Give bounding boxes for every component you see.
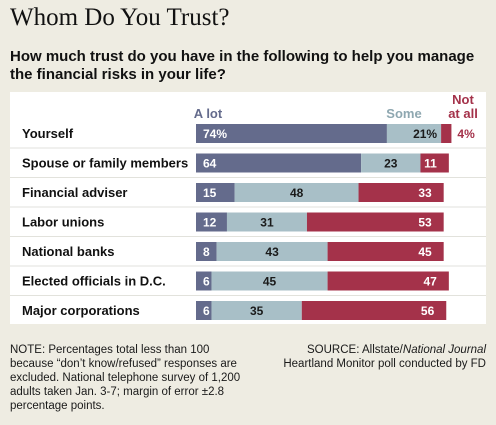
data-label: 74%: [203, 127, 227, 141]
bar-segment-a-lot: [196, 183, 235, 202]
bar-segment-a-lot: [196, 271, 212, 291]
bar-segment-some: [211, 301, 302, 320]
bar-segment-some: [226, 212, 307, 232]
category-label: Labor unions: [22, 215, 104, 230]
bar-segment-a-lot: [196, 301, 212, 320]
bar-segment-some: [211, 271, 328, 291]
bar-segment-a-lot: [196, 124, 387, 143]
legend-some: Some: [386, 106, 421, 121]
data-label: 35: [250, 304, 264, 318]
data-label: 53: [418, 216, 432, 230]
bar-segment-a-lot: [196, 242, 217, 261]
category-label: Yourself: [22, 126, 74, 141]
data-label: 23: [384, 157, 398, 171]
category-label: Major corporations: [22, 303, 140, 318]
stacked-bar-chart: A lot Some Not at all Yourself 74% 21% 4% Sp…: [10, 92, 486, 324]
data-label: 45: [418, 245, 432, 259]
category-label: Elected officials in D.C.: [22, 274, 166, 289]
data-label: 12: [203, 216, 217, 230]
data-label: 15: [203, 186, 217, 200]
bar-segment-some: [216, 242, 328, 261]
source-suffix: Heartland Monitor poll conducted by FD: [283, 358, 486, 370]
chart-subtitle: How much trust do you have in the follow…: [10, 48, 475, 83]
data-label: 4%: [457, 127, 475, 141]
data-label: 45: [263, 275, 277, 289]
data-label: 6: [203, 275, 210, 289]
data-label: 48: [290, 186, 304, 200]
data-label: 31: [260, 216, 274, 230]
source-publication: National Journal: [402, 344, 486, 356]
bar-segment-some: [361, 153, 421, 173]
bar-segment-not-at-all: [441, 124, 452, 143]
bar-segment-a-lot: [196, 153, 362, 173]
bar-segment-not-at-all: [420, 153, 449, 173]
bar-segment-some: [234, 183, 359, 202]
bar-segment-some: [386, 124, 442, 143]
legend-not-at-all-line2: at all: [448, 106, 478, 121]
category-label: Spouse or family members: [22, 156, 188, 171]
bar-segment-a-lot: [196, 212, 227, 232]
data-label: 21%: [413, 127, 437, 141]
data-label: 8: [203, 245, 210, 259]
chart-title: Whom Do You Trust?: [10, 4, 230, 31]
chart-svg: A lot Some Not at all Yourself 74% 21% 4% Sp…: [10, 92, 486, 320]
data-label: 56: [421, 304, 435, 318]
data-label: 33: [418, 186, 432, 200]
data-label: 64: [203, 157, 217, 171]
data-label: 47: [423, 275, 437, 289]
bar-segment-not-at-all: [306, 212, 444, 232]
footnote: NOTE: Percentages total less than 100 be…: [10, 344, 241, 412]
source-prefix: SOURCE: Allstate/: [307, 344, 403, 356]
source-note: SOURCE: Allstate/National Journal Heartla…: [256, 343, 486, 371]
data-label: 43: [265, 245, 279, 259]
bar-segment-not-at-all: [327, 271, 449, 291]
bar-segment-not-at-all: [327, 242, 444, 261]
category-label: National banks: [22, 244, 114, 259]
bar-segment-not-at-all: [301, 301, 447, 320]
data-label: 11: [424, 157, 437, 171]
legend-a-lot: A lot: [194, 106, 223, 121]
category-label: Financial adviser: [22, 185, 128, 200]
bar-segment-not-at-all: [358, 183, 444, 202]
data-label: 6: [203, 304, 210, 318]
legend-not-at-all-line1: Not: [452, 92, 474, 107]
